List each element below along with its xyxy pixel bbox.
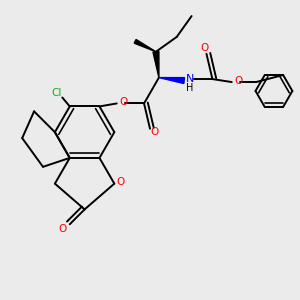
Text: O: O [119,97,128,107]
Text: O: O [150,127,159,137]
Text: O: O [201,43,209,53]
Polygon shape [153,51,159,78]
Text: O: O [117,177,125,187]
Text: Cl: Cl [51,88,62,98]
Text: O: O [58,224,66,234]
Text: N: N [186,74,194,84]
Text: H: H [186,83,194,93]
Text: O: O [234,76,242,85]
Polygon shape [134,40,156,52]
Polygon shape [159,78,184,83]
